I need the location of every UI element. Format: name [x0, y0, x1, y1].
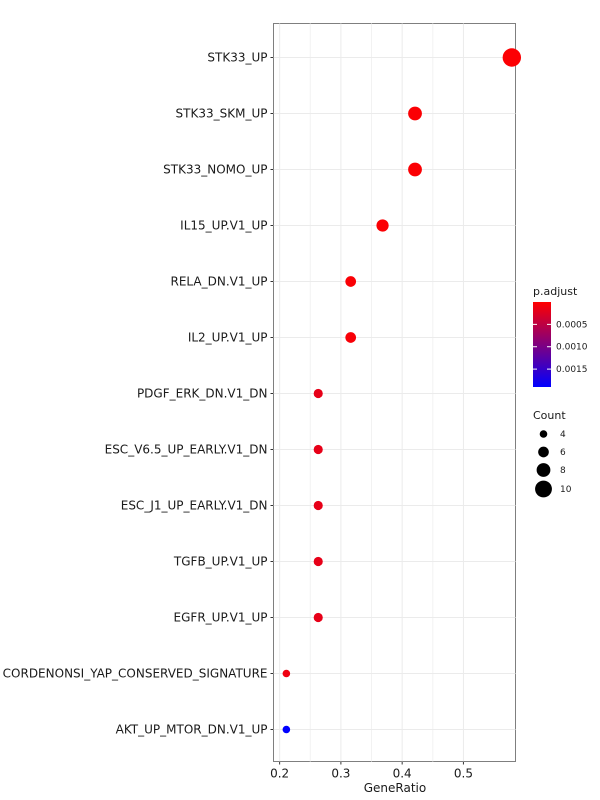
- category-label: PDGF_ERK_DN.V1_DN: [137, 387, 268, 401]
- data-point: [282, 669, 291, 678]
- category-label: RELA_DN.V1_UP: [171, 275, 268, 289]
- category-label: AKT_UP_MTOR_DN.V1_UP: [116, 723, 268, 737]
- data-point: [282, 725, 291, 734]
- p-adjust-legend-title: p.adjust: [533, 285, 578, 298]
- category-label: IL15_UP.V1_UP: [180, 219, 267, 233]
- data-point: [408, 162, 422, 177]
- x-tick-label: 0.2: [270, 767, 289, 781]
- category-label: STK33_UP: [207, 51, 267, 65]
- count-legend-label: 6: [560, 448, 566, 458]
- category-label: ESC_V6.5_UP_EARLY.V1_DN: [105, 443, 268, 457]
- p-adjust-legend-ticks: 0.0005 0.0010 0.0015: [533, 320, 588, 375]
- count-legend-dot: [538, 446, 549, 458]
- x-axis-ticks: 0.2 0.3 0.4 0.5: [270, 761, 473, 781]
- category-label: STK33_SKM_UP: [176, 107, 268, 121]
- count-legend-label: 4: [560, 430, 566, 440]
- count-legend-title: Count: [533, 409, 566, 422]
- p-adjust-colorbar: [533, 302, 551, 387]
- category-label: STK33_NOMO_UP: [163, 163, 267, 177]
- count-legend: Count 4 6 8 10: [533, 409, 572, 498]
- category-label: ESC_J1_UP_EARLY.V1_DN: [121, 499, 268, 513]
- x-tick-label: 0.5: [454, 767, 473, 781]
- data-point: [313, 444, 323, 455]
- count-legend-items: 4 6 8 10: [535, 430, 572, 498]
- category-label: TGFB_UP.V1_UP: [173, 555, 268, 569]
- x-tick-label: 0.3: [331, 767, 350, 781]
- data-point: [313, 556, 323, 567]
- count-legend-dot: [536, 463, 551, 477]
- count-legend-dot: [539, 430, 548, 438]
- colorbar-tick-label: 0.0005: [556, 320, 588, 330]
- data-point: [345, 276, 357, 287]
- p-adjust-legend: p.adjust 0.0005 0.0010 0.0015: [533, 285, 588, 387]
- data-point: [376, 219, 389, 232]
- colorbar-tick-label: 0.0010: [556, 343, 588, 353]
- data-point: [313, 612, 323, 623]
- data-point: [345, 332, 357, 343]
- data-point: [313, 500, 323, 511]
- category-label: EGFR_UP.V1_UP: [174, 611, 268, 625]
- x-axis-title: GeneRatio: [364, 781, 426, 795]
- data-point: [313, 388, 323, 399]
- data-points: [282, 48, 522, 734]
- data-point: [408, 106, 422, 121]
- colorbar-tick-label: 0.0015: [556, 365, 588, 375]
- count-legend-label: 8: [560, 466, 566, 476]
- category-label: CORDENONSI_YAP_CONSERVED_SIGNATURE: [3, 667, 268, 681]
- count-legend-dot: [535, 480, 552, 498]
- category-labels: STK33_UP STK33_SKM_UP STK33_NOMO_UP IL15_UP…: [3, 51, 274, 737]
- count-legend-label: 10: [560, 485, 572, 495]
- category-label: IL2_UP.V1_UP: [188, 331, 268, 345]
- data-point: [502, 48, 522, 67]
- x-tick-label: 0.4: [393, 767, 412, 781]
